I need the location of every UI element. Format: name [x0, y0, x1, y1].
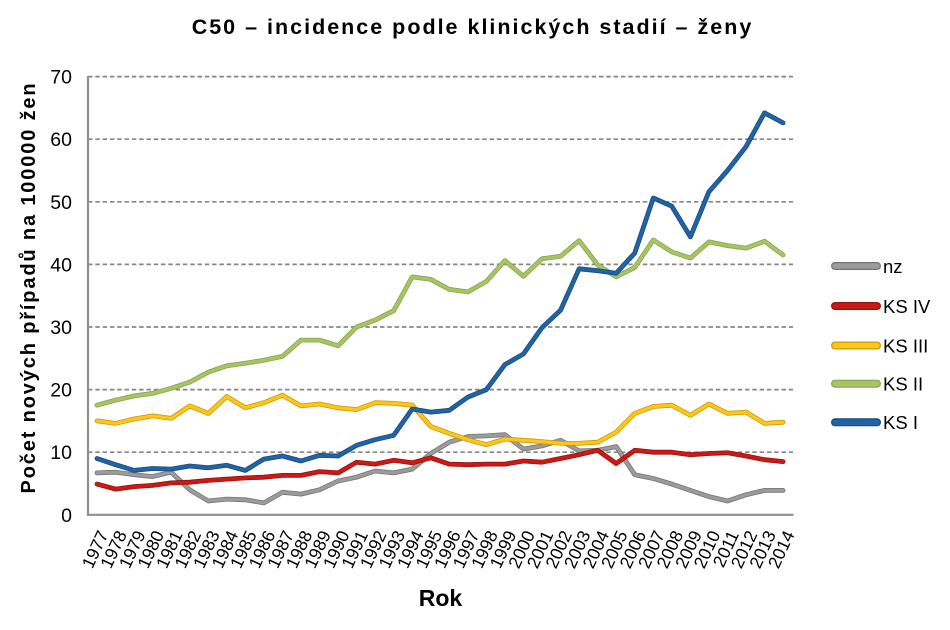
svg-text:nz: nz	[883, 256, 903, 277]
svg-text:KS II: KS II	[883, 374, 923, 395]
svg-text:Počet nových případů na 100000: Počet nových případů na 100000 žen	[18, 82, 40, 494]
svg-text:KS I: KS I	[883, 412, 918, 433]
svg-text:KS IV: KS IV	[883, 296, 931, 317]
svg-text:70: 70	[50, 67, 72, 89]
svg-text:KS III: KS III	[883, 335, 928, 356]
svg-text:60: 60	[50, 129, 72, 151]
svg-text:0: 0	[61, 505, 72, 527]
svg-text:50: 50	[50, 192, 72, 214]
svg-text:20: 20	[50, 380, 72, 402]
svg-text:Rok: Rok	[419, 585, 463, 611]
svg-text:10: 10	[50, 442, 72, 464]
svg-text:30: 30	[50, 317, 72, 339]
svg-text:C50 – incidence podle klinický: C50 – incidence podle klinických stadií …	[192, 15, 754, 39]
svg-text:40: 40	[50, 254, 72, 276]
